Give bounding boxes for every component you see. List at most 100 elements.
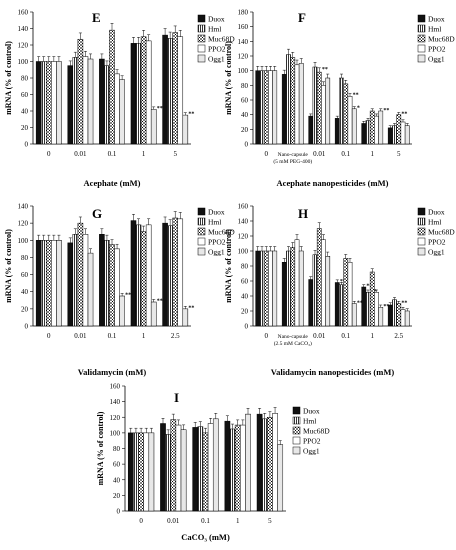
bar-hml	[135, 224, 142, 327]
significance-mark: **	[383, 304, 389, 310]
bar-hml	[312, 66, 318, 145]
legend-swatch-hml	[417, 217, 426, 226]
bar-muc68d	[234, 424, 241, 512]
y-tick-label: 40	[241, 111, 249, 119]
significance-mark: **	[188, 112, 194, 118]
panel-letter: H	[298, 206, 308, 221]
bar-duox	[35, 61, 42, 145]
y-tick-label: 80	[113, 445, 121, 453]
bar-hml	[392, 299, 397, 327]
y-tick-label: 0	[245, 323, 249, 331]
legend-swatch-hml	[292, 416, 301, 425]
y-tick-label: 40	[21, 288, 29, 296]
bar-hml	[133, 432, 139, 512]
legend-label: PPO2	[208, 45, 226, 54]
y-tick-label: 100	[18, 58, 29, 66]
bar-ppo2	[51, 61, 57, 145]
significance-mark: **	[401, 111, 407, 117]
bar-duox	[255, 250, 261, 327]
y-tick-label: 160	[238, 23, 249, 31]
bar-hml	[286, 250, 291, 327]
bar-ogg1	[351, 108, 357, 145]
bar-hml	[365, 292, 371, 327]
legend-swatch-duox	[197, 207, 206, 216]
bar-ogg1	[182, 114, 189, 145]
bar-ppo2	[114, 248, 120, 327]
bar-ppo2	[321, 239, 326, 327]
y-tick-label: 20	[21, 305, 29, 313]
bar-muc68d	[172, 32, 178, 145]
y-tick-label: 0	[117, 508, 121, 516]
bar-ppo2	[177, 218, 184, 327]
bar-muc68d	[263, 250, 269, 327]
bar-hml	[229, 428, 236, 512]
significance-mark: *	[357, 106, 360, 112]
legend-swatch-duox	[417, 14, 426, 23]
significance-mark: **	[383, 108, 389, 114]
x-tick-label: 0.01	[74, 150, 87, 158]
x-tick-label: 0.1	[108, 150, 117, 158]
bar-ogg1	[56, 61, 62, 145]
legend-swatch-duox	[292, 406, 301, 415]
legend-label: PPO2	[428, 238, 446, 247]
bar-muc68d	[267, 417, 273, 512]
y-tick-label: 120	[110, 414, 121, 422]
bar-ppo2	[114, 73, 120, 145]
legend-swatch-ppo2	[417, 44, 426, 53]
y-tick-label: 40	[241, 293, 249, 301]
bar-ppo2	[240, 424, 246, 512]
bar-duox	[361, 123, 367, 145]
y-tick-label: 20	[241, 308, 249, 316]
y-tick-label: 80	[21, 75, 29, 83]
bar-ppo2	[268, 250, 273, 327]
bar-ogg1	[378, 110, 384, 145]
x-tick-label: 5	[397, 150, 401, 158]
bar-muc68d	[46, 240, 52, 327]
x-tick-label: 0	[265, 332, 269, 340]
y-tick-label: 120	[238, 233, 249, 241]
bar-ppo2	[294, 64, 300, 145]
significance-mark: **	[353, 92, 359, 98]
significance-mark: **	[157, 106, 163, 112]
bar-duox	[99, 234, 105, 327]
bar-muc68d	[263, 70, 269, 145]
y-tick-label: 160	[18, 9, 29, 17]
bar-ogg1	[182, 308, 189, 327]
bar-hml	[365, 120, 371, 145]
bar-muc68d	[77, 38, 84, 145]
legend-label: Ogg1	[208, 248, 225, 257]
bar-ogg1	[148, 432, 155, 512]
x-tick-label: 0.1	[341, 332, 350, 340]
significance-mark: **	[188, 305, 194, 311]
bar-muc68d	[172, 217, 178, 327]
y-tick-label: 120	[18, 42, 29, 50]
legend-swatch-ogg1	[197, 247, 206, 256]
legend-swatch-ppo2	[197, 44, 206, 53]
bar-muc68d	[369, 271, 375, 327]
bar-ogg1	[351, 303, 357, 327]
x-tick-label: 0	[47, 150, 51, 158]
bar-muc68d	[109, 29, 115, 145]
bar-duox	[387, 127, 393, 145]
bar-ppo2	[400, 309, 406, 327]
bar-duox	[281, 74, 287, 145]
bar-hml	[339, 284, 344, 327]
y-tick-label: 80	[241, 263, 249, 271]
legend-label: Duox	[428, 208, 445, 217]
bar-duox	[308, 115, 314, 145]
bar-hml	[312, 254, 318, 327]
y-tick-label: 0	[25, 141, 29, 149]
y-tick-label: 100	[110, 429, 121, 437]
bar-muc68d	[343, 83, 349, 145]
legend-label: Duox	[428, 15, 445, 24]
bar-ppo2	[374, 115, 379, 145]
bar-ogg1	[272, 250, 278, 327]
legend-label: Hml	[303, 417, 316, 426]
